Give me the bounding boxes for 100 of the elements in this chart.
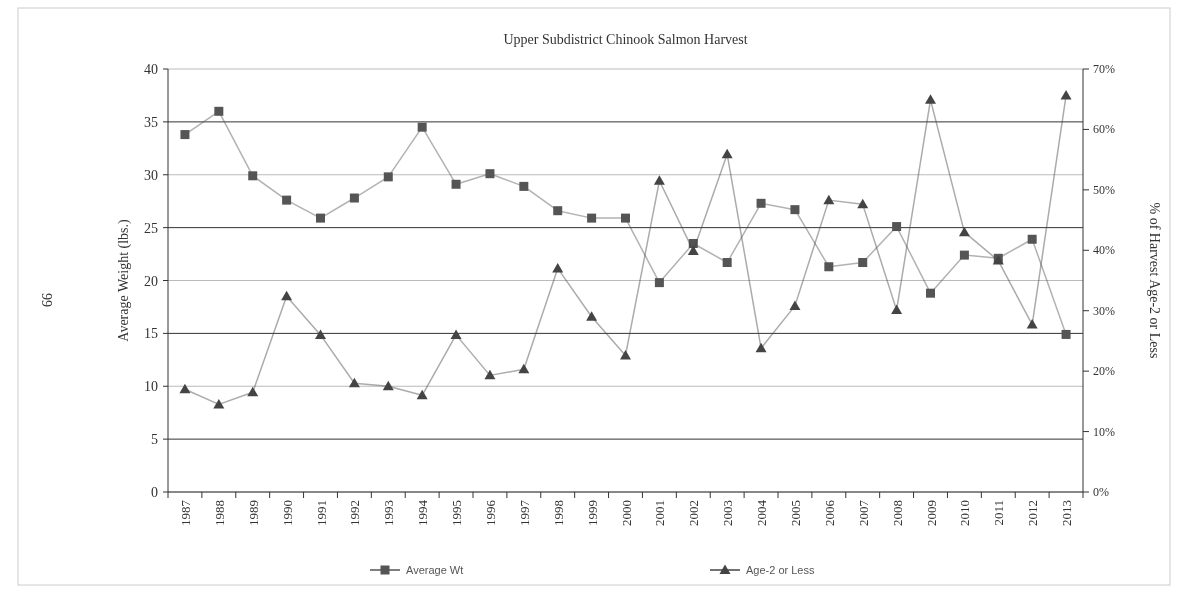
x-tick-label: 1998 (550, 500, 566, 526)
x-tick-label: 2010 (957, 500, 973, 526)
point (485, 169, 495, 179)
y-tick-label: 40 (144, 62, 158, 77)
point (653, 175, 665, 185)
y-tick-label: 20 (144, 273, 158, 289)
point (553, 206, 563, 216)
point (450, 329, 462, 339)
point (925, 94, 936, 104)
x-tick-label: 2012 (1025, 500, 1041, 526)
point (383, 172, 393, 182)
point (451, 179, 461, 189)
point (721, 148, 733, 159)
y-tick-label: 10 (144, 379, 158, 395)
y-tick-label: 35 (144, 114, 158, 130)
text: 99 (39, 293, 54, 307)
point (654, 278, 664, 288)
point (688, 238, 698, 248)
y-tick-label: 15 (144, 326, 158, 342)
point (959, 250, 969, 260)
x-tick-label: 1999 (584, 500, 600, 526)
y2-tick-label: 50% (1093, 182, 1115, 197)
point (958, 226, 970, 237)
point (857, 198, 869, 209)
x-tick-label: 1991 (313, 500, 329, 526)
x-tick-label: 1987 (177, 499, 193, 526)
x-tick-label: 1994 (415, 499, 431, 526)
legend-label: Age-2 or Less (746, 564, 815, 576)
point (891, 304, 903, 315)
point (315, 329, 326, 339)
y2-tick-label: 20% (1093, 364, 1115, 379)
point (248, 171, 258, 181)
y-tick-label: 30 (144, 167, 158, 183)
point (484, 369, 496, 380)
point (587, 213, 597, 223)
y2-tick-label: 40% (1093, 243, 1115, 258)
y-tick-label: 25 (144, 220, 158, 236)
point (892, 222, 902, 232)
x-tick-label: 2001 (652, 500, 668, 526)
legend-label: Average Wt (406, 564, 464, 576)
x-tick-label: 1996 (482, 499, 498, 526)
y-tick-label: 0 (151, 485, 158, 500)
x-tick-label: 2008 (889, 500, 905, 526)
y2-tick-label: 10% (1093, 424, 1115, 439)
point (790, 205, 800, 215)
point (349, 193, 359, 203)
y-axis-title: Average Weight (lbs.) (116, 218, 132, 342)
point (823, 194, 835, 205)
x-tick-label: 1997 (516, 499, 532, 526)
point (247, 386, 259, 397)
point (1060, 90, 1072, 100)
x-tick-label: 2011 (991, 500, 1007, 526)
point (621, 213, 630, 223)
x-tick-label: 2004 (754, 499, 770, 526)
point (519, 181, 529, 191)
point (518, 363, 530, 374)
x-tick-label: 2009 (923, 500, 939, 526)
point (316, 213, 325, 223)
x-tick-label: 2007 (855, 499, 871, 526)
x-tick-label: 2000 (618, 500, 634, 526)
point (1061, 329, 1071, 339)
point (586, 311, 598, 321)
point (179, 383, 191, 394)
y2-tick-label: 0% (1093, 485, 1109, 499)
point (926, 288, 935, 298)
point (858, 258, 868, 268)
point (722, 258, 732, 268)
point (282, 195, 292, 205)
point (687, 245, 699, 255)
point (382, 380, 394, 391)
x-tick-label: 1989 (245, 500, 261, 526)
y-tick-label: 5 (151, 432, 158, 448)
y2-tick-label: 30% (1093, 303, 1115, 318)
point (620, 349, 631, 360)
point (1027, 234, 1037, 244)
point (552, 262, 564, 273)
y2-tick-label: 60% (1093, 122, 1115, 137)
x-tick-label: 2002 (686, 500, 702, 526)
x-tick-label: 2003 (720, 500, 736, 526)
x-tick-label: 1993 (381, 500, 397, 526)
x-tick-label: 1988 (211, 500, 227, 526)
x-tick-label: 2006 (821, 499, 837, 526)
x-tick-label: 2005 (787, 500, 803, 526)
y2-axis-title: % of Harvest Age-2 or Less (1147, 202, 1162, 359)
point (348, 377, 360, 388)
x-tick-label: 1995 (449, 500, 465, 526)
x-tick-label: 1992 (347, 500, 363, 526)
chart-title: Upper Subdistrict Chinook Salmon Harvest (503, 32, 748, 47)
point (180, 130, 190, 140)
point (213, 398, 225, 409)
point (824, 262, 834, 272)
x-tick-label: 1990 (279, 500, 295, 526)
point (417, 122, 427, 132)
point (789, 300, 801, 310)
point (756, 198, 766, 208)
point (1026, 319, 1038, 329)
y2-tick-label: 70% (1093, 62, 1115, 76)
point (416, 389, 428, 400)
x-tick-label: 2013 (1059, 500, 1075, 526)
point (755, 342, 767, 353)
